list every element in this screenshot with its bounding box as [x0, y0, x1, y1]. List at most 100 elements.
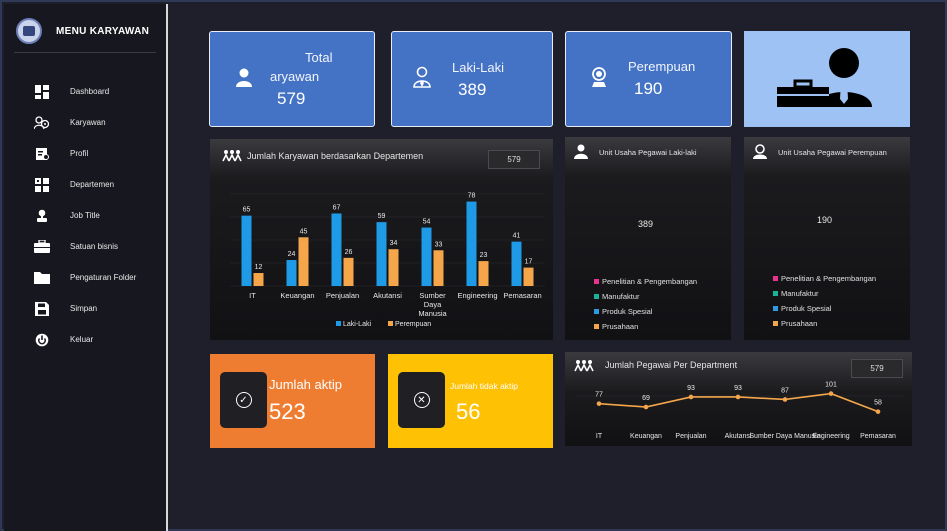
inactive-value: 56	[456, 399, 481, 424]
male-unit-legend: Penelitian & Pengembangan Manufaktur Pro…	[594, 274, 697, 334]
sidebar-item-satuan-bisnis[interactable]: Satuan bisnis	[34, 231, 136, 262]
point-value-label: 101	[825, 382, 837, 389]
legend-label: Prusahaan	[781, 319, 818, 328]
bar-laki-laki	[331, 213, 342, 286]
x-tick-label: Pemasaran	[503, 291, 541, 300]
group-icon	[574, 360, 594, 372]
inactive-icon-box: ✕	[398, 372, 445, 428]
bar-value-label: 59	[378, 213, 386, 220]
sidebar-item-label: Job Title	[70, 211, 100, 220]
x-tick-label: Engineering	[457, 291, 497, 300]
department-bar-chart: 65 12 IT 24 45 Keuangan 67 26 Penjualan 59 34 Akuta…	[230, 193, 545, 328]
sidebar-item-label: Departemen	[70, 180, 115, 189]
legend-item: Produk Spesial	[773, 301, 876, 316]
dashboard-icon	[34, 84, 50, 100]
legend-item: Manufaktur	[773, 286, 876, 301]
sidebar-item-simpan[interactable]: Simpan	[34, 293, 136, 324]
male-icon	[413, 66, 431, 88]
logo-icon	[16, 18, 42, 44]
folder-icon	[34, 270, 50, 286]
female-unit-legend: Penelitian & Pengembangan Manufaktur Pro…	[773, 271, 876, 331]
x-tick-label: IT	[249, 291, 256, 300]
legend-item: Penelitian & Pengembangan	[773, 271, 876, 286]
bar-laki-laki	[421, 227, 432, 286]
point-value-label: 77	[595, 392, 603, 399]
legend-swatch	[773, 306, 778, 311]
point-value-label: 87	[781, 387, 789, 394]
x-tick-label: Keuangan	[280, 291, 314, 300]
bar-value-label: 23	[480, 252, 488, 259]
x-tick-label: Akutansi	[725, 433, 752, 440]
active-label: Jumlah aktip	[269, 377, 342, 392]
bar-value-label: 45	[300, 228, 308, 235]
bar-laki-laki	[466, 201, 477, 286]
department-icon	[34, 177, 50, 193]
sidebar-item-dashboard[interactable]: Dashboard	[34, 76, 136, 107]
bar-perempuan	[433, 250, 444, 286]
x-tick-label: Penjualan	[326, 291, 359, 300]
legend-label: Prusahaan	[602, 322, 639, 331]
line-total-badge: 579	[851, 359, 903, 378]
female-unit-icon	[753, 144, 767, 159]
bar-value-label: 78	[468, 193, 476, 200]
female-value: 190	[634, 79, 663, 98]
x-tick-label: Penjualan	[675, 433, 706, 440]
line-point	[875, 409, 881, 414]
active-card: ✓ Jumlah aktip 523	[210, 354, 375, 448]
legend-label: Manufaktur	[602, 292, 640, 301]
legend-swatch	[594, 309, 599, 314]
sidebar-item-profil[interactable]: Profil	[34, 138, 136, 169]
sidebar: MENU KARYAWAN Dashboard Karyawan Profi	[4, 4, 168, 531]
line-point	[735, 394, 741, 400]
line-point	[643, 404, 649, 410]
legend-swatch	[388, 321, 393, 326]
line-point	[828, 391, 834, 396]
legend-label: Manufaktur	[781, 289, 819, 298]
total-value: 579	[277, 89, 306, 108]
line-point	[596, 401, 602, 406]
sidebar-item-label: Karyawan	[70, 118, 106, 127]
department-total-badge: 579	[488, 150, 540, 169]
x-tick-label: Pemasaran	[860, 433, 896, 440]
businessman-icon	[777, 48, 872, 107]
profile-icon	[34, 146, 50, 162]
sidebar-item-karyawan[interactable]: Karyawan	[34, 107, 136, 138]
bar-value-label: 54	[423, 219, 431, 226]
legend-item: Produk Spesial	[594, 304, 697, 319]
x-circle-icon: ✕	[413, 392, 430, 408]
bar-value-label: 24	[288, 251, 296, 258]
male-unit-icon	[574, 144, 588, 159]
sidebar-item-pengaturan-folder[interactable]: Pengaturan Folder	[34, 262, 136, 293]
legend-label: Penelitian & Pengembangan	[781, 274, 877, 283]
sidebar-item-departemen[interactable]: Departemen	[34, 169, 136, 200]
female-icon	[592, 67, 606, 87]
sidebar-item-keluar[interactable]: Keluar	[34, 324, 136, 355]
total-karyawan-card: Total aryawan 579	[209, 31, 375, 127]
power-icon	[34, 332, 50, 348]
bar-value-label: 34	[390, 240, 398, 247]
brand: MENU KARYAWAN	[16, 18, 149, 44]
legend-swatch	[594, 294, 599, 299]
x-tick-label: IT	[596, 433, 603, 440]
legend-item: Manufaktur	[594, 289, 697, 304]
save-icon	[34, 301, 50, 317]
bar-laki-laki	[376, 222, 387, 286]
sidebar-item-label: Profil	[70, 149, 89, 158]
inactive-label: Jumlah tidak aktip	[450, 381, 519, 391]
male-value: 389	[458, 80, 487, 99]
department-line-panel: Jumlah Pegawai Per Department 579 77 69 93…	[565, 352, 912, 446]
legend-label: Penelitian & Pengembangan	[602, 277, 698, 286]
x-tick-label: Keuangan	[630, 433, 662, 440]
point-value-label: 69	[642, 395, 650, 402]
point-value-label: 93	[687, 385, 695, 392]
sidebar-item-label: Pengaturan Folder	[70, 273, 137, 282]
x-tick-label: Daya	[424, 300, 442, 309]
department-chart-panel: Jumlah Karyawan berdasarkan Departemen 5…	[210, 139, 553, 340]
x-tick-label: Sumber Daya Manusia	[749, 433, 820, 440]
inactive-card: ✕ Jumlah tidak aktip 56	[388, 354, 553, 448]
legend-swatch	[336, 321, 341, 326]
sidebar-item-job-title[interactable]: Job Title	[34, 200, 136, 231]
bar-laki-laki	[286, 260, 297, 286]
department-chart-title: Jumlah Karyawan berdasarkan Departemen	[247, 151, 424, 161]
